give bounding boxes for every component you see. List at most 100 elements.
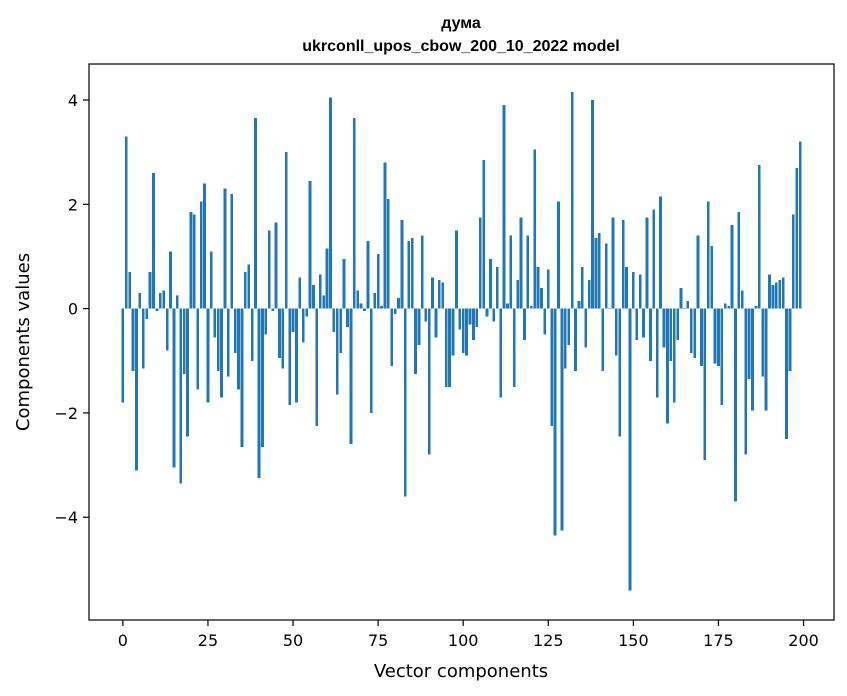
bar-component-48 <box>284 152 288 309</box>
bar-component-78 <box>386 199 390 309</box>
bar-component-193 <box>778 279 782 309</box>
bar-component-153 <box>642 308 645 338</box>
x-tick-label: 175 <box>703 631 734 650</box>
bar-component-75 <box>376 253 380 309</box>
bar-component-184 <box>747 308 751 380</box>
bar-component-54 <box>305 308 308 317</box>
bar-component-167 <box>689 308 693 353</box>
bar-component-60 <box>325 248 329 309</box>
bar-component-107 <box>485 308 489 317</box>
bar-component-164 <box>679 287 683 309</box>
bar-component-131 <box>567 308 571 346</box>
y-tick-label: 0 <box>68 300 78 319</box>
bar-component-74 <box>373 292 377 309</box>
bar-component-186 <box>754 306 758 309</box>
bar-component-8 <box>148 272 152 309</box>
bar-component-124 <box>543 308 547 335</box>
bar-component-3 <box>131 308 135 372</box>
bar-component-156 <box>652 209 656 309</box>
bar-component-94 <box>441 282 445 309</box>
bar-component-92 <box>434 308 438 338</box>
x-tick-label: 125 <box>533 631 564 650</box>
bar-component-62 <box>332 308 336 333</box>
bar-component-155 <box>649 308 652 361</box>
bar-component-32 <box>230 193 234 309</box>
bar-component-121 <box>533 149 537 309</box>
bar-component-128 <box>557 201 560 309</box>
bar-component-172 <box>706 201 710 309</box>
bar-component-68 <box>352 118 356 309</box>
bar-component-170 <box>700 308 703 366</box>
bar-component-146 <box>618 308 622 437</box>
y-tick-label: 4 <box>68 91 78 110</box>
bar-component-2 <box>128 272 132 309</box>
bar-component-93 <box>438 279 441 309</box>
bar-component-37 <box>247 264 251 309</box>
bar-component-180 <box>734 308 737 502</box>
bar-component-96 <box>448 308 451 387</box>
bar-component-11 <box>158 292 162 309</box>
bar-component-40 <box>257 308 261 479</box>
bar-component-22 <box>196 308 200 390</box>
bar-component-66 <box>346 308 349 327</box>
bar-component-20 <box>189 212 193 309</box>
bar-component-138 <box>591 99 594 309</box>
bar-component-103 <box>472 308 475 340</box>
bar-component-9 <box>152 173 155 309</box>
bar-component-79 <box>390 308 394 366</box>
bar-component-166 <box>686 300 690 309</box>
x-tick-label: 200 <box>788 631 819 650</box>
bar-component-157 <box>655 308 659 398</box>
bar-component-151 <box>635 308 639 340</box>
bar-component-38 <box>250 308 254 361</box>
bar-component-97 <box>451 308 455 356</box>
bar-component-89 <box>424 308 428 322</box>
bar-component-39 <box>254 118 257 309</box>
bar-component-125 <box>546 269 550 309</box>
bar-component-163 <box>676 308 679 340</box>
y-axis-ticks: −4 −2 0 2 4 <box>54 91 89 527</box>
bar-component-136 <box>584 308 588 348</box>
bar-component-187 <box>757 165 761 309</box>
bar-component-154 <box>645 217 649 309</box>
bar-component-101 <box>465 308 468 356</box>
bar-component-100 <box>461 308 465 353</box>
bar-component-57 <box>315 308 319 426</box>
bar-component-135 <box>580 266 584 309</box>
bar-component-126 <box>550 308 554 426</box>
bar-component-84 <box>407 240 411 309</box>
bar-component-14 <box>169 251 172 309</box>
bar-component-148 <box>625 266 628 309</box>
bar-component-61 <box>329 97 332 309</box>
bar-component-80 <box>393 308 397 314</box>
bar-component-137 <box>587 279 591 309</box>
bar-component-18 <box>182 308 186 374</box>
bar-component-190 <box>768 274 771 309</box>
x-tick-label: 25 <box>198 631 218 650</box>
bar-component-181 <box>737 212 741 309</box>
bar-component-24 <box>203 183 206 309</box>
bar-component-127 <box>553 308 557 536</box>
bar-component-55 <box>308 180 312 309</box>
y-tick-label: −2 <box>54 404 78 423</box>
bar-component-150 <box>632 272 635 309</box>
bar-component-106 <box>482 159 485 309</box>
bar-component-69 <box>356 290 360 309</box>
bar-component-158 <box>659 196 662 309</box>
bar-component-64 <box>339 308 343 353</box>
bar-component-36 <box>244 272 247 309</box>
y-tick-label: 2 <box>68 195 78 214</box>
bar-component-63 <box>335 308 339 395</box>
bar-component-56 <box>312 285 315 309</box>
bar-component-47 <box>281 308 285 369</box>
bar-component-132 <box>570 92 574 309</box>
bar-component-176 <box>720 308 724 406</box>
bar-component-139 <box>594 238 598 309</box>
bar-component-171 <box>703 308 707 460</box>
bar-component-145 <box>614 308 618 356</box>
bar-component-117 <box>519 217 523 309</box>
bar-component-122 <box>536 266 540 309</box>
bar-component-33 <box>233 308 237 353</box>
bar-component-119 <box>526 235 530 309</box>
bar-component-182 <box>740 290 744 309</box>
